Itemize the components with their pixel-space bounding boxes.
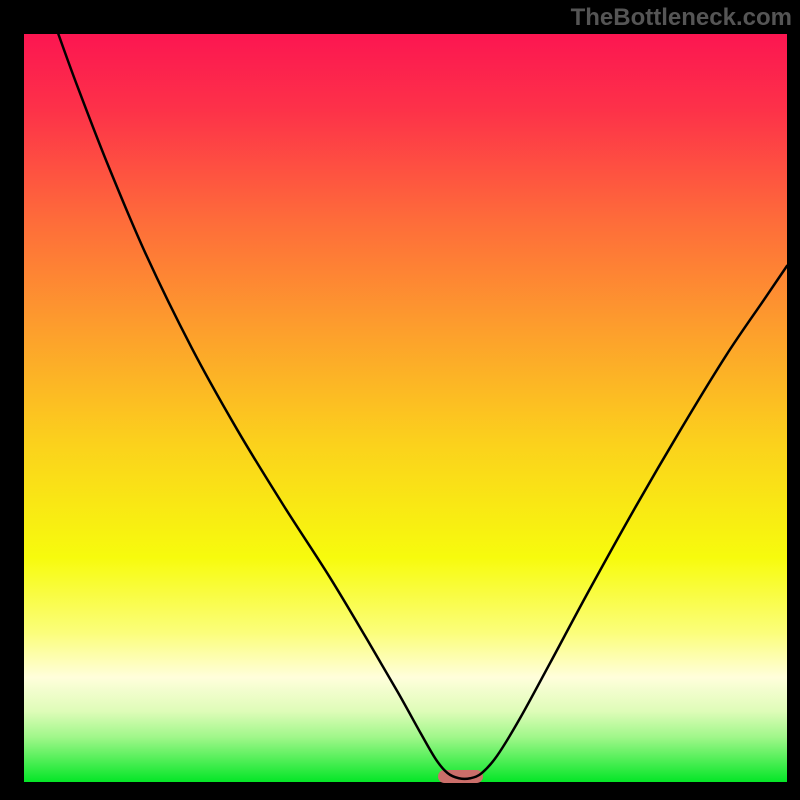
bottleneck-curve — [24, 34, 787, 782]
chart-container: TheBottleneck.com — [0, 0, 800, 800]
watermark-text: TheBottleneck.com — [571, 4, 792, 32]
plot-area — [24, 34, 787, 782]
bottleneck-marker — [438, 770, 484, 783]
